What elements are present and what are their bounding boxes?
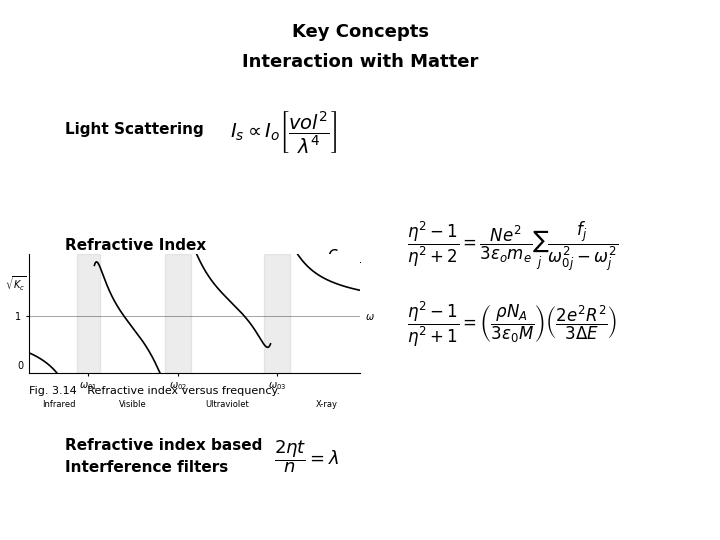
Text: Visible: Visible [120,400,147,409]
Text: $I_s \propto I_o \left[ \dfrac{vol^2}{\lambda^4} \right]$: $I_s \propto I_o \left[ \dfrac{vol^2}{\l… [230,109,338,156]
Text: Refractive Index: Refractive Index [65,238,206,253]
Text: Key Concepts: Key Concepts [292,23,428,42]
Text: Infrared: Infrared [42,400,76,409]
Bar [264,254,290,373]
Bar [165,254,191,373]
Text: Light Scattering: Light Scattering [65,122,204,137]
Bar [77,254,100,373]
Text: Used to separate light by prisms: Used to separate light by prisms [58,276,338,291]
Text: Is wavelength dependent: Is wavelength dependent [65,257,283,272]
Text: Refractive index based: Refractive index based [65,438,262,453]
Text: Interaction with Matter: Interaction with Matter [242,53,478,71]
Text: $\omega$: $\omega$ [365,312,374,321]
Text: $\dfrac{\eta^2 - 1}{\eta^2 + 2} = \dfrac{Ne^2}{3\varepsilon_o m_e} \sum_j \dfrac: $\dfrac{\eta^2 - 1}{\eta^2 + 2} = \dfrac… [407,219,618,273]
Text: 0: 0 [18,361,24,372]
Text: Interference filters: Interference filters [65,460,228,475]
Text: $\sqrt{K_c}$: $\sqrt{K_c}$ [5,274,27,293]
Text: $\dfrac{2\eta t}{n} = \lambda$: $\dfrac{2\eta t}{n} = \lambda$ [274,438,338,475]
Text: X-ray: X-ray [316,400,338,409]
Text: $\dfrac{\eta^2 - 1}{\eta^2 + 1} = \left( \dfrac{\rho N_A}{3\varepsilon_0 M} \rig: $\dfrac{\eta^2 - 1}{\eta^2 + 1} = \left(… [407,299,617,349]
Text: Fig. 3.14   Refractive index versus frequency.: Fig. 3.14 Refractive index versus freque… [29,387,280,396]
Text: $\eta_r = \dfrac{c}{v_{elocity}}$: $\eta_r = \dfrac{c}{v_{elocity}}$ [266,247,361,282]
Text: Ultraviolet: Ultraviolet [206,400,249,409]
